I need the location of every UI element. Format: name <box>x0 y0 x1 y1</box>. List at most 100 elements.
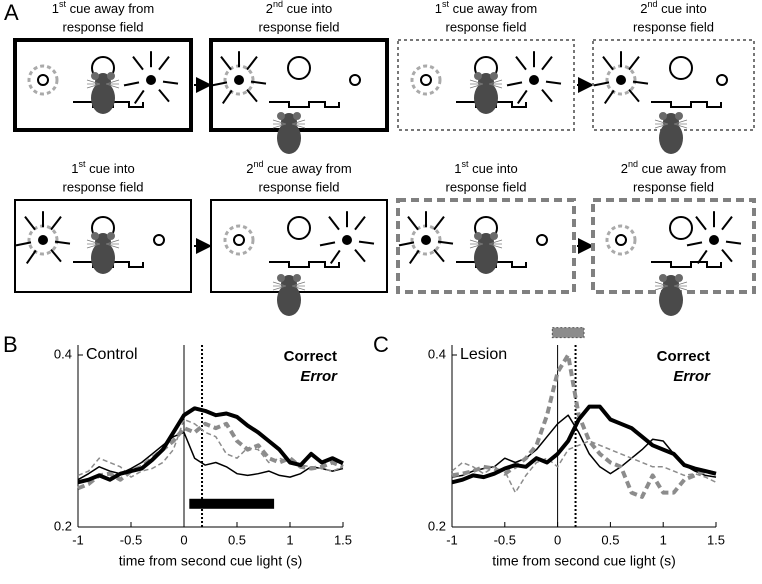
arena <box>396 198 576 294</box>
lit-cue <box>709 235 719 245</box>
light-ray <box>25 249 37 264</box>
whisker <box>654 281 669 287</box>
light-ray <box>632 80 649 85</box>
mouse-ear <box>91 232 99 240</box>
mouse-ear <box>659 274 667 282</box>
series-line <box>77 421 344 491</box>
whisker <box>673 285 688 291</box>
mouse-head <box>281 113 297 131</box>
box-caption: response field <box>259 179 340 194</box>
box-caption: response field <box>446 19 527 34</box>
whisker <box>291 285 306 291</box>
x-tick-label: -0.5 <box>120 532 142 547</box>
arena <box>13 38 193 132</box>
mouse-ear <box>659 112 667 120</box>
box-caption: response field <box>446 179 527 194</box>
y-tick-label: 0.4 <box>54 346 72 361</box>
light-ray <box>250 80 267 85</box>
box-caption: 1st cue away from <box>52 0 154 16</box>
whisker <box>105 83 120 89</box>
light-ray <box>158 55 170 71</box>
light-ray <box>628 88 640 103</box>
legend-entry: Error <box>300 368 338 385</box>
x-tick-label: -0.5 <box>494 532 516 547</box>
box-caption: response field <box>633 179 714 194</box>
light-ray <box>628 55 640 71</box>
light-ray <box>133 89 145 104</box>
light-ray <box>433 248 445 263</box>
mouse-ear <box>293 112 301 120</box>
cue <box>233 234 245 246</box>
box-caption: response field <box>63 19 144 34</box>
mouse-head <box>663 113 679 131</box>
response-field <box>223 224 255 256</box>
light-ray <box>132 55 144 71</box>
box-caption: response field <box>633 19 714 34</box>
legend-entry: Error <box>673 368 711 385</box>
response-field <box>27 64 59 96</box>
light-ray <box>541 88 553 103</box>
platform <box>651 101 722 108</box>
condition-label: Control <box>86 346 138 363</box>
light-ray <box>407 215 419 231</box>
whisker <box>488 239 503 245</box>
mouse-ear <box>293 274 301 282</box>
significance-bar <box>189 498 275 509</box>
nose-port <box>669 56 693 80</box>
box-caption: response field <box>63 179 144 194</box>
light-ray <box>354 248 366 263</box>
mouse-body <box>91 242 115 274</box>
mouse-ear <box>474 72 482 80</box>
mouse-body <box>474 242 498 274</box>
light-ray <box>24 215 36 231</box>
light-ray <box>721 248 733 263</box>
arena <box>397 39 575 131</box>
whisker <box>469 243 484 249</box>
whisker <box>654 119 669 125</box>
whisker <box>86 83 101 89</box>
mouse-head <box>281 275 297 293</box>
lit-cue <box>529 75 539 85</box>
mouse-ear <box>675 274 683 282</box>
legend-entry: Correct <box>657 348 710 365</box>
cue <box>153 234 165 246</box>
light-ray <box>721 215 733 231</box>
light-ray <box>162 80 179 85</box>
platform <box>651 261 722 268</box>
whisker <box>488 243 503 249</box>
nose-port <box>287 216 311 240</box>
whisker <box>86 79 101 85</box>
light-ray <box>695 215 707 231</box>
lit-cue <box>38 235 48 245</box>
mouse-body <box>474 82 498 114</box>
light-ray <box>221 89 233 104</box>
light-ray <box>602 55 614 71</box>
light-ray <box>15 241 32 247</box>
mouse-head <box>478 233 494 251</box>
response-field <box>410 64 442 96</box>
light-ray <box>686 241 703 247</box>
light-ray <box>50 248 62 263</box>
light-ray <box>329 249 341 264</box>
whisker <box>673 281 688 287</box>
mouse-body <box>277 122 301 154</box>
mouse-body <box>277 284 301 316</box>
lit-cue <box>421 235 431 245</box>
whisker <box>272 119 287 125</box>
whisker <box>291 123 306 129</box>
box-caption: response field <box>259 19 340 34</box>
platform <box>269 261 340 268</box>
mouse-body <box>659 284 683 316</box>
mouse-head <box>95 73 111 91</box>
light-ray <box>408 249 420 264</box>
light-ray <box>328 215 340 231</box>
whisker <box>291 119 306 125</box>
whisker <box>673 119 688 125</box>
light-ray <box>211 81 228 87</box>
light-ray <box>603 89 615 104</box>
mouse-head <box>95 233 111 251</box>
x-tick-label: 1.5 <box>707 532 725 547</box>
x-tick-label: 0.5 <box>228 532 246 547</box>
lit-cue <box>616 75 626 85</box>
